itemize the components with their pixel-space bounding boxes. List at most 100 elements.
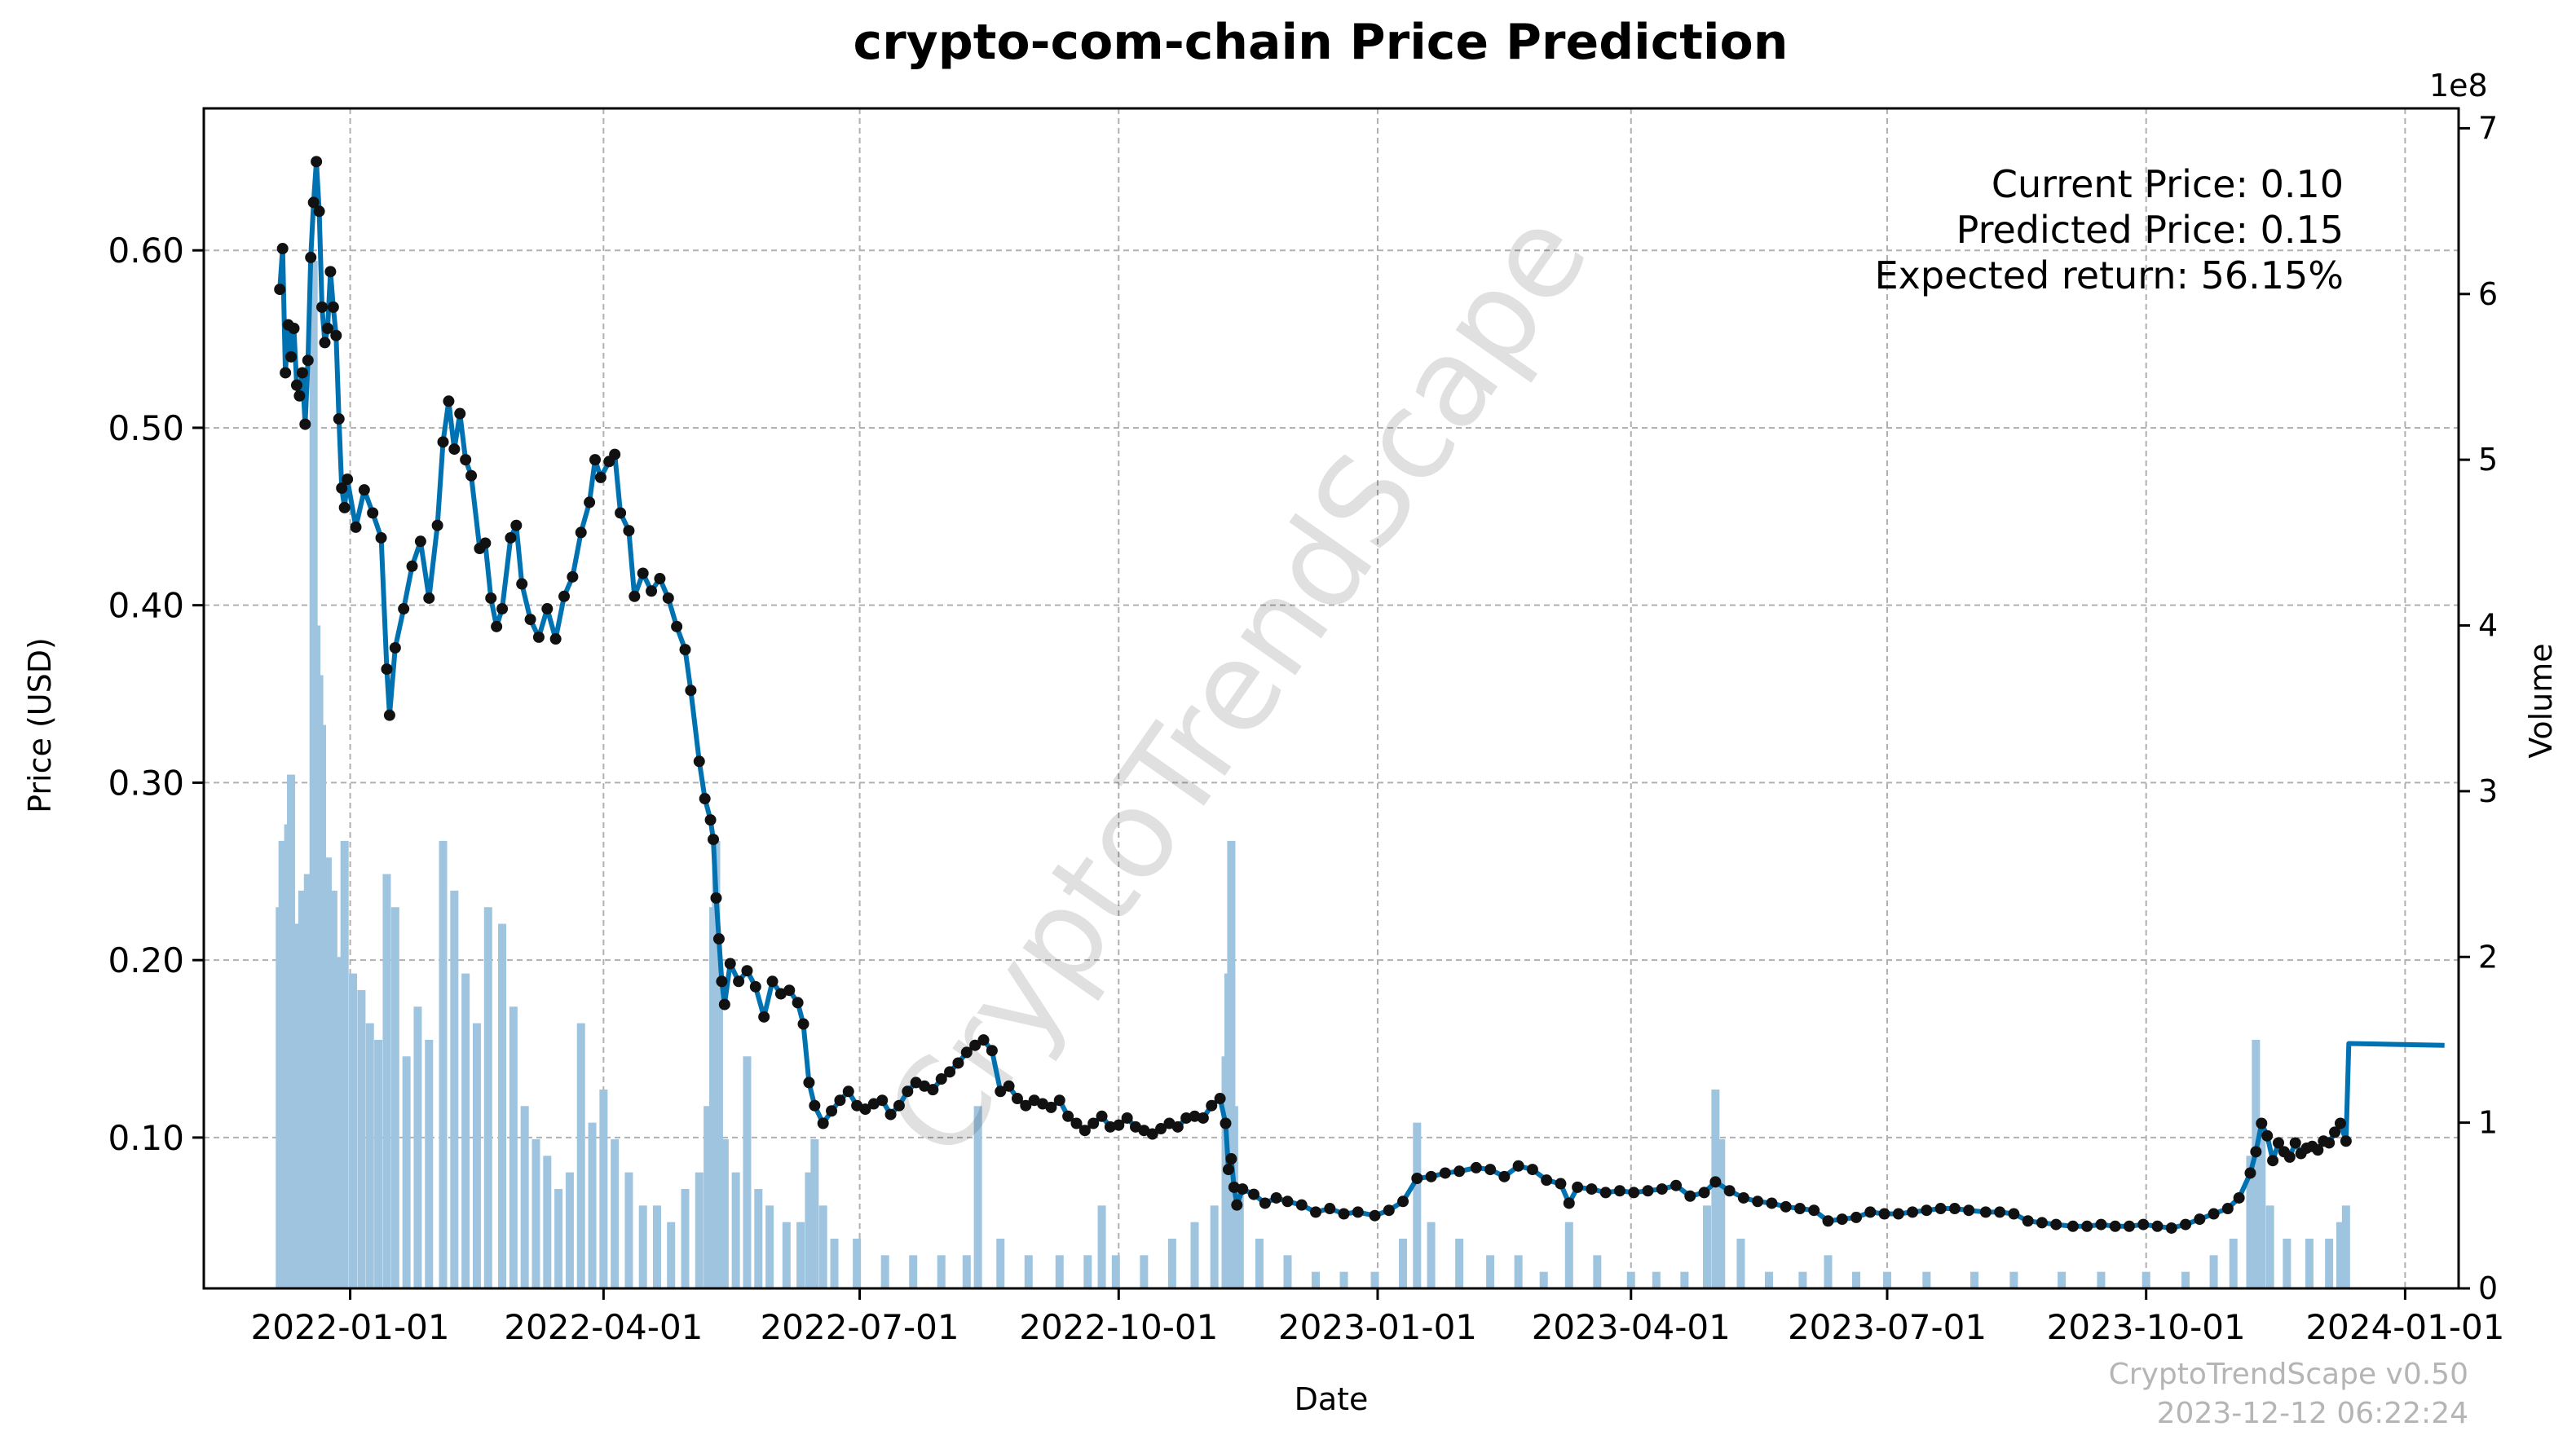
volume-bar (818, 1205, 827, 1288)
volume-bar (1514, 1255, 1523, 1288)
volume-bar (796, 1222, 805, 1288)
price-point (319, 337, 331, 349)
price-point (1599, 1187, 1612, 1199)
price-point (623, 525, 635, 537)
plot-frame (202, 107, 2460, 1290)
volume-bar (1210, 1205, 1219, 1288)
price-point (443, 395, 455, 407)
volume-bar (973, 1106, 982, 1288)
price-point (615, 507, 627, 519)
volume-bar (743, 1056, 752, 1288)
price-point (1045, 1101, 1057, 1113)
volume-bar (554, 1188, 563, 1288)
price-point (1225, 1153, 1237, 1165)
volume-bar (695, 1172, 704, 1288)
volume-bar (782, 1222, 791, 1288)
price-point (1171, 1121, 1184, 1133)
price-point (2123, 1220, 2135, 1232)
price-point (1723, 1185, 1736, 1197)
volume-bar (1140, 1255, 1149, 1288)
price-point (1397, 1195, 1409, 1208)
price-point (1864, 1206, 1877, 1218)
chart-title: crypto-com-chain Price Prediction (854, 14, 1789, 71)
price-point (637, 567, 649, 579)
price-point (1572, 1181, 1584, 1193)
volume-bar (962, 1255, 971, 1288)
price-point (629, 590, 641, 602)
volume-bar (1024, 1255, 1033, 1288)
price-point (1850, 1211, 1863, 1223)
volume-bar (2009, 1271, 2018, 1288)
x-tick-label: 2023-04-01 (1532, 1307, 1731, 1347)
price-point (1555, 1178, 1567, 1190)
price-point (1628, 1187, 1640, 1199)
volume-bar (1413, 1122, 1422, 1288)
price-point (1613, 1185, 1625, 1197)
price-point (1836, 1213, 1848, 1226)
price-point (960, 1046, 973, 1059)
volume-bar (1167, 1238, 1176, 1288)
volume-bar (1190, 1222, 1199, 1288)
price-point (324, 266, 337, 278)
y2-tick-label: 1 (2478, 1105, 2498, 1141)
price-point (1808, 1204, 1820, 1217)
price-point (609, 448, 621, 460)
price-point (549, 633, 562, 645)
price-point (2250, 1146, 2262, 1158)
price-point (1003, 1080, 1015, 1092)
price-point (350, 521, 362, 533)
volume-bar (298, 890, 307, 1288)
price-point (1338, 1208, 1350, 1220)
price-point (1324, 1203, 1336, 1215)
price-point (1070, 1117, 1083, 1129)
price-point (307, 196, 320, 209)
price-point (1259, 1197, 1271, 1209)
price-point (2067, 1220, 2079, 1232)
volume-bar (720, 1138, 729, 1288)
price-point (2221, 1203, 2234, 1215)
price-point (2233, 1191, 2245, 1204)
price-point (646, 585, 658, 597)
volume-bar (520, 1106, 529, 1288)
x-axis-ticks: 2022-01-01 2022-04-01 2022-07-01 2022-10-01… (251, 1288, 2504, 1347)
volume-bar (830, 1238, 839, 1288)
price-point (1078, 1125, 1091, 1137)
volume-bar (532, 1138, 540, 1288)
price-point (290, 379, 302, 391)
price-point (995, 1085, 1007, 1098)
price-series (274, 156, 2445, 1234)
volume-bar (810, 1138, 819, 1288)
volume-bar (2341, 1205, 2350, 1288)
price-point (327, 301, 339, 313)
price-point (460, 454, 472, 466)
price-point (333, 413, 345, 425)
volume-bar (638, 1205, 647, 1288)
price-point (516, 578, 528, 590)
volume-bar (349, 973, 358, 1288)
volume-bar (2265, 1205, 2274, 1288)
price-point (1526, 1164, 1538, 1176)
y-axis-ticks: 0.10 0.20 0.30 0.40 0.50 0.60 (108, 231, 204, 1158)
y2-exponent-label: 1e8 (2429, 68, 2488, 103)
price-point (293, 390, 306, 402)
price-point (935, 1073, 947, 1085)
price-point (558, 590, 571, 602)
volume-bar (1097, 1205, 1106, 1288)
price-point (1948, 1203, 1961, 1215)
price-point (1709, 1176, 1722, 1188)
volume-bar (937, 1255, 946, 1288)
volume-bar (292, 923, 301, 1288)
volume-bar (1055, 1255, 1064, 1288)
volume-bar (2181, 1271, 2190, 1288)
price-point (389, 641, 401, 654)
y2-tick-label: 7 (2478, 110, 2498, 146)
y-tick-label: 0.20 (108, 940, 184, 980)
price-point (977, 1034, 990, 1046)
price-point (1281, 1195, 1294, 1208)
volume-bar (681, 1188, 690, 1288)
price-point (1822, 1215, 1834, 1227)
prediction-line (2343, 1041, 2445, 1142)
volume-bar (1852, 1271, 1861, 1288)
price-point (902, 1085, 914, 1098)
volume-bar (1652, 1271, 1661, 1288)
